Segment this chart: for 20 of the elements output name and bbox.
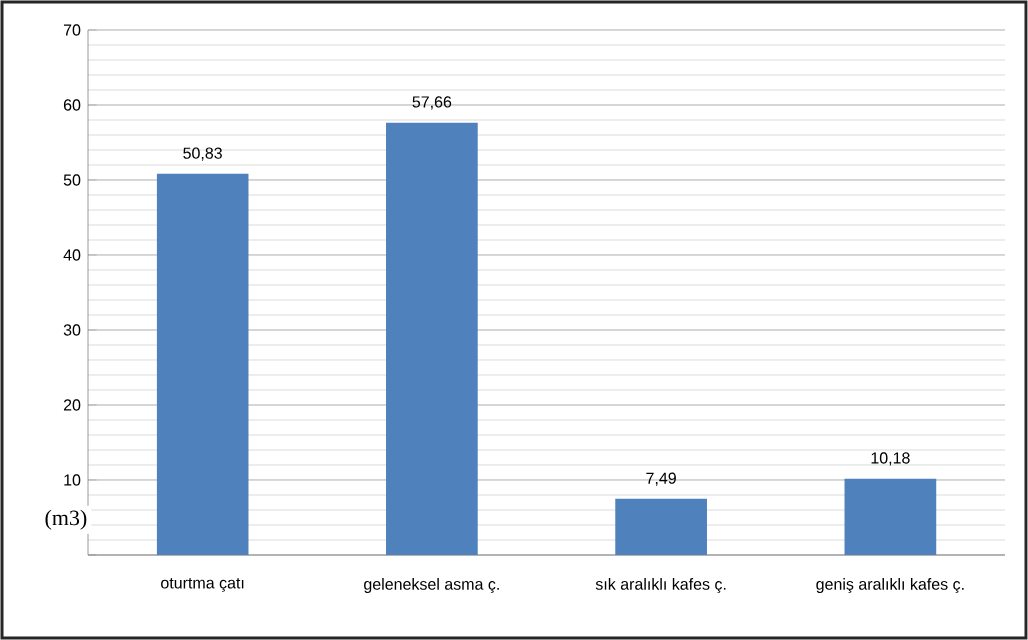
bar bbox=[844, 478, 937, 555]
y-tick-label: 50 bbox=[63, 174, 81, 186]
y-tick-label: 20 bbox=[63, 399, 81, 411]
y-tick-label: 30 bbox=[63, 324, 81, 336]
bar bbox=[615, 498, 707, 555]
bar bbox=[156, 173, 249, 555]
bar bbox=[386, 122, 478, 555]
x-tick-label: sık aralıklı kafes ç. bbox=[595, 578, 726, 594]
y-tick-label: 40 bbox=[63, 249, 81, 261]
data-label: 50,83 bbox=[183, 147, 222, 161]
y-tick-label: 10 bbox=[64, 474, 81, 486]
data-label: 10,18 bbox=[871, 452, 910, 466]
x-tick-label: oturtma çatı bbox=[161, 578, 244, 592]
x-tick-label: geniş aralıklı kafes ç. bbox=[816, 578, 964, 594]
data-label: 57,66 bbox=[412, 96, 452, 110]
data-label: 7,49 bbox=[646, 472, 676, 486]
y-tick-label: 60 bbox=[63, 99, 81, 111]
x-tick-label: geleneksel asma ç. bbox=[364, 578, 499, 594]
y-axis-title: (m3) bbox=[45, 509, 87, 530]
y-tick-label: 70 bbox=[63, 24, 81, 36]
